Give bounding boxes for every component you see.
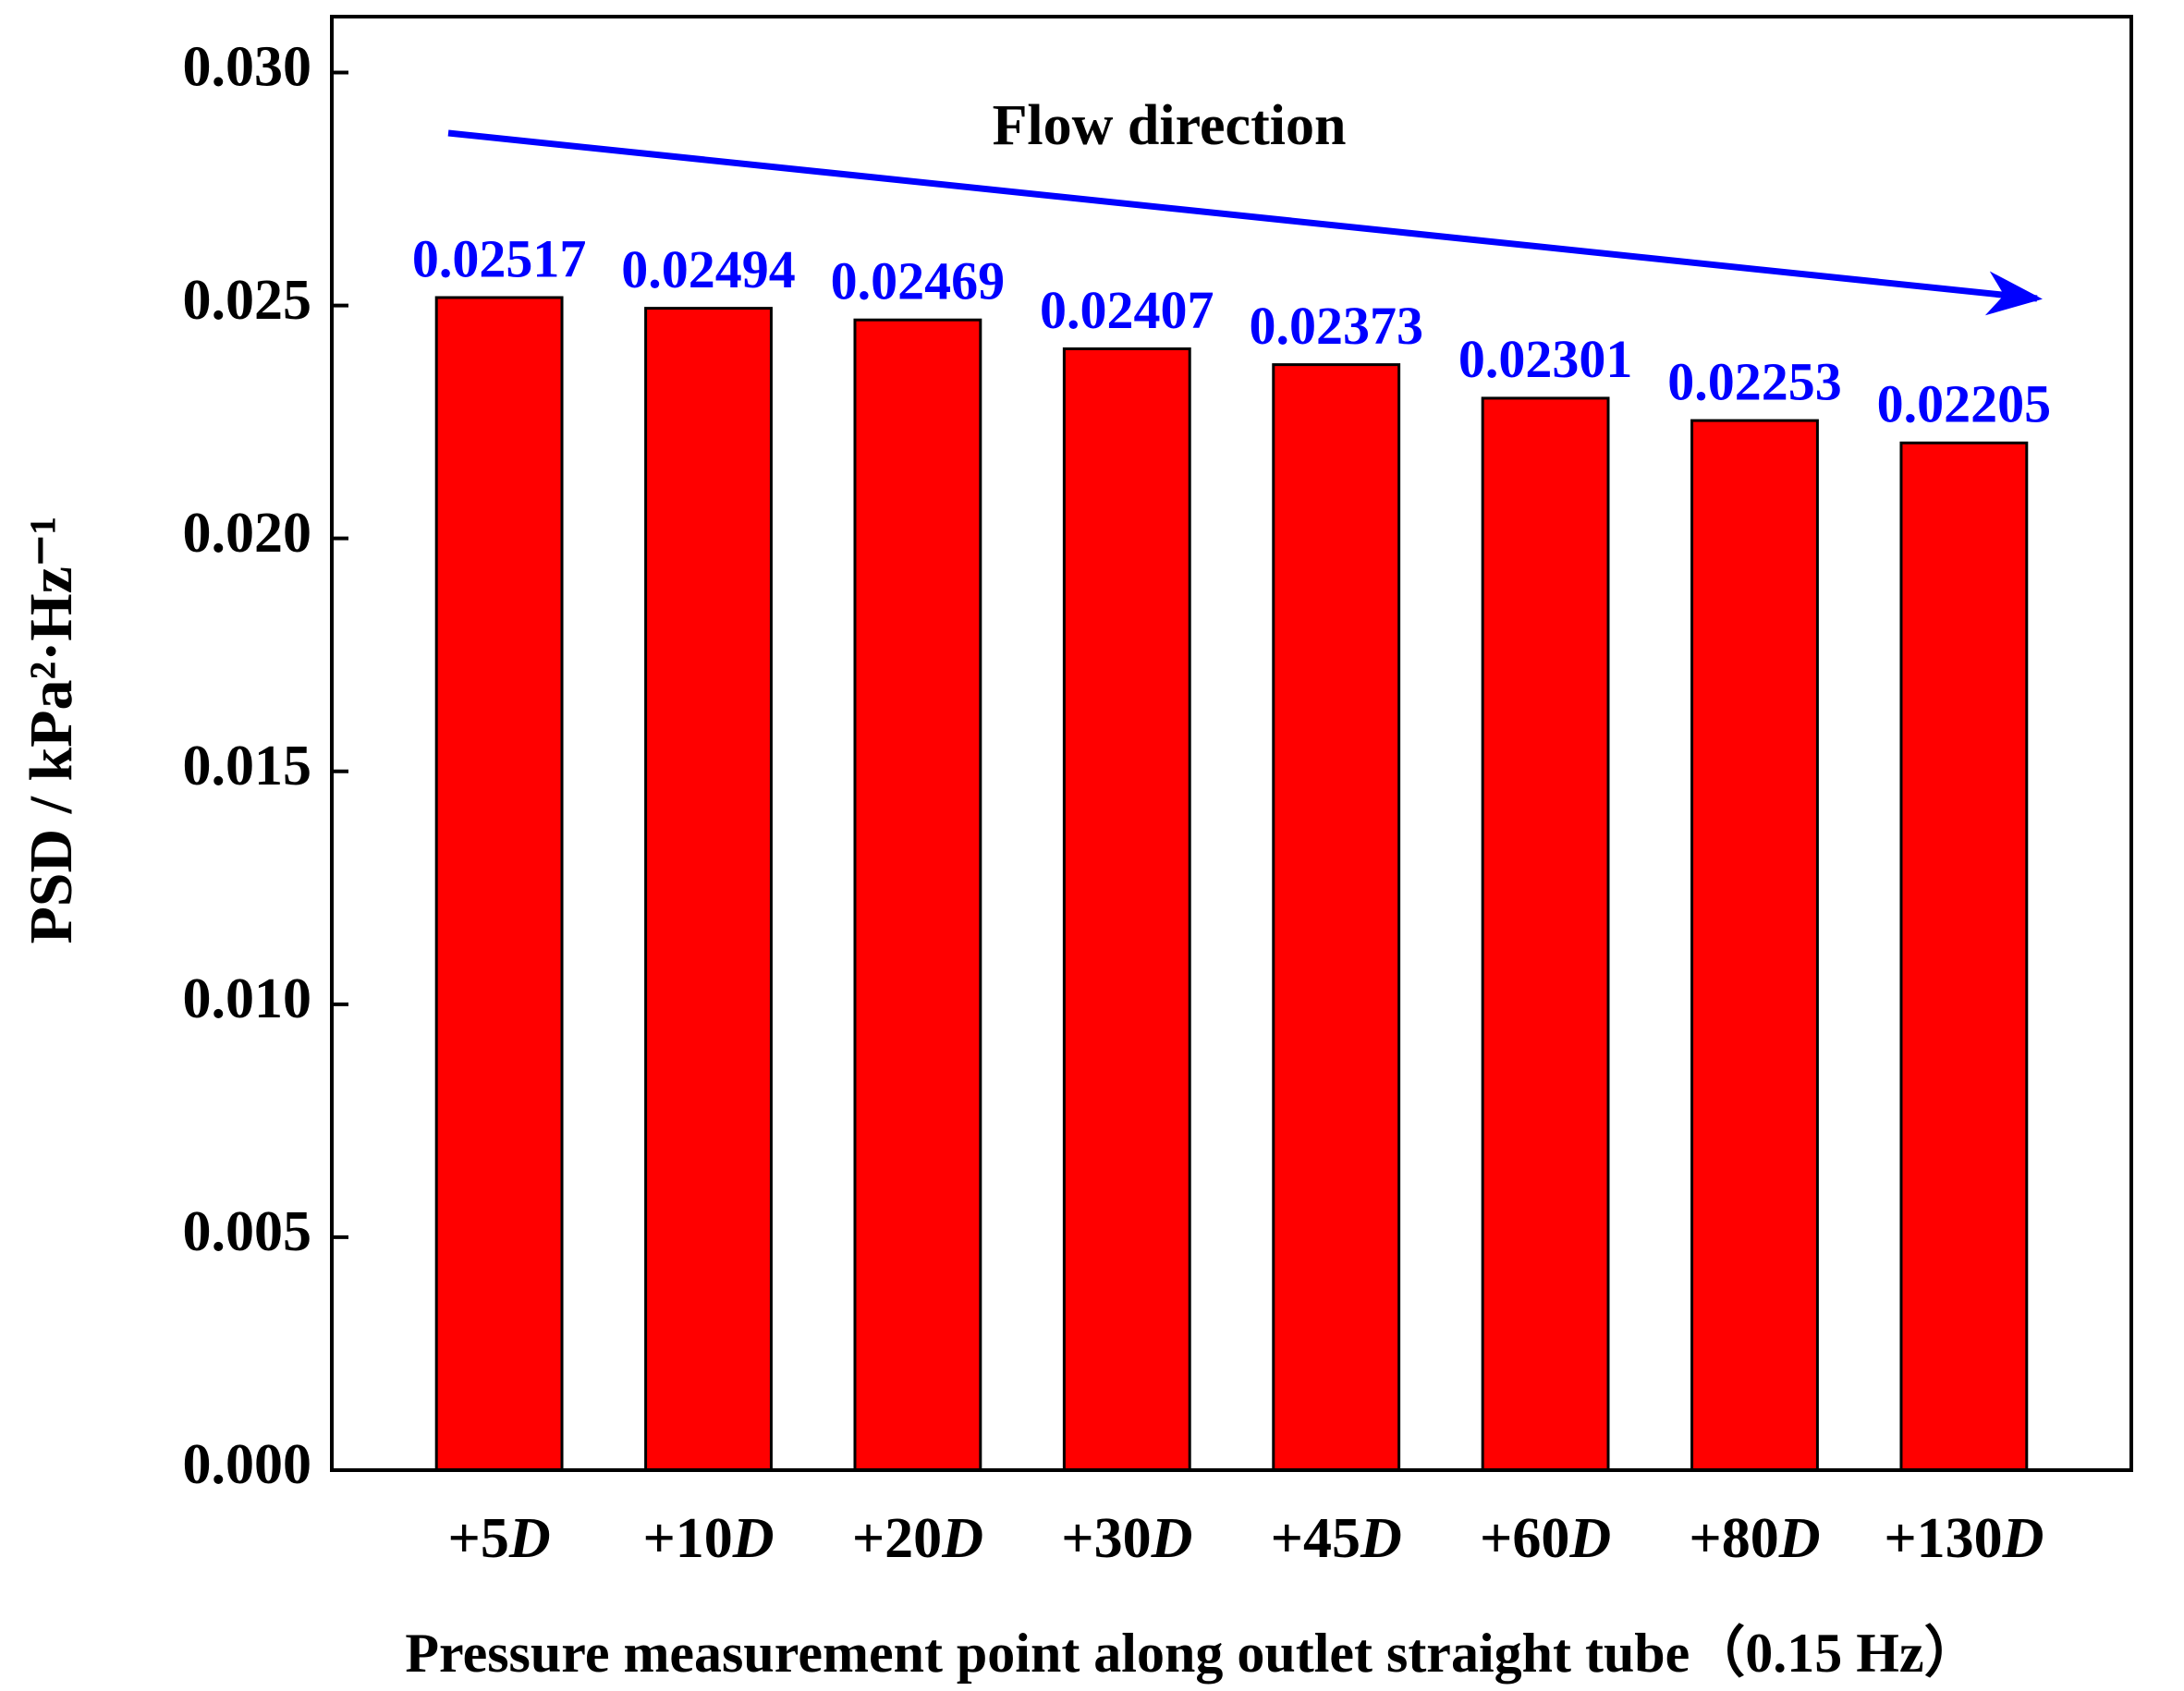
value-label: 0.02205 <box>1877 374 2052 434</box>
value-label: 0.02301 <box>1458 329 1633 389</box>
bar <box>1481 396 1610 1472</box>
x-axis-label: Pressure measurement point along outlet … <box>405 1622 1979 1684</box>
x-tick-label: +20D <box>852 1507 983 1570</box>
x-tick-label: +10D <box>642 1507 774 1570</box>
annotation: Flow direction <box>993 94 1347 157</box>
x-tick-label: +5D <box>448 1507 551 1570</box>
x-tick-label: +30D <box>1061 1507 1192 1570</box>
x-tick-label: +130D <box>1884 1507 2044 1570</box>
y-tick-label: 0.000 <box>183 1433 312 1496</box>
value-label: 0.02517 <box>412 228 587 288</box>
x-tick-label: +80D <box>1689 1507 1820 1570</box>
value-label: 0.02407 <box>1040 280 1214 340</box>
value-label: 0.02469 <box>831 251 1006 311</box>
flow-arrow <box>447 129 2043 316</box>
y-tick-label: 0.015 <box>183 735 312 797</box>
y-tick-label: 0.030 <box>183 36 312 99</box>
bar <box>853 318 982 1472</box>
value-label: 0.02373 <box>1249 296 1423 356</box>
bar <box>1272 363 1401 1472</box>
y-tick-label: 0.005 <box>183 1200 312 1263</box>
bar <box>1690 419 1819 1472</box>
y-tick-label: 0.025 <box>183 269 312 332</box>
bar <box>1899 441 2029 1472</box>
value-label: 0.02253 <box>1667 351 1842 411</box>
x-tick-label: +60D <box>1480 1507 1611 1570</box>
bar <box>1062 347 1191 1472</box>
value-label: 0.02494 <box>621 239 796 299</box>
x-tick-label: +45D <box>1271 1507 1402 1570</box>
y-tick-label: 0.020 <box>183 502 312 565</box>
plot-frame <box>330 15 2133 1472</box>
bar <box>434 296 564 1472</box>
bar <box>644 307 773 1472</box>
y-tick-label: 0.010 <box>183 967 312 1030</box>
y-axis-label: PSD / kPa²·Hz⁻¹ <box>18 516 85 943</box>
